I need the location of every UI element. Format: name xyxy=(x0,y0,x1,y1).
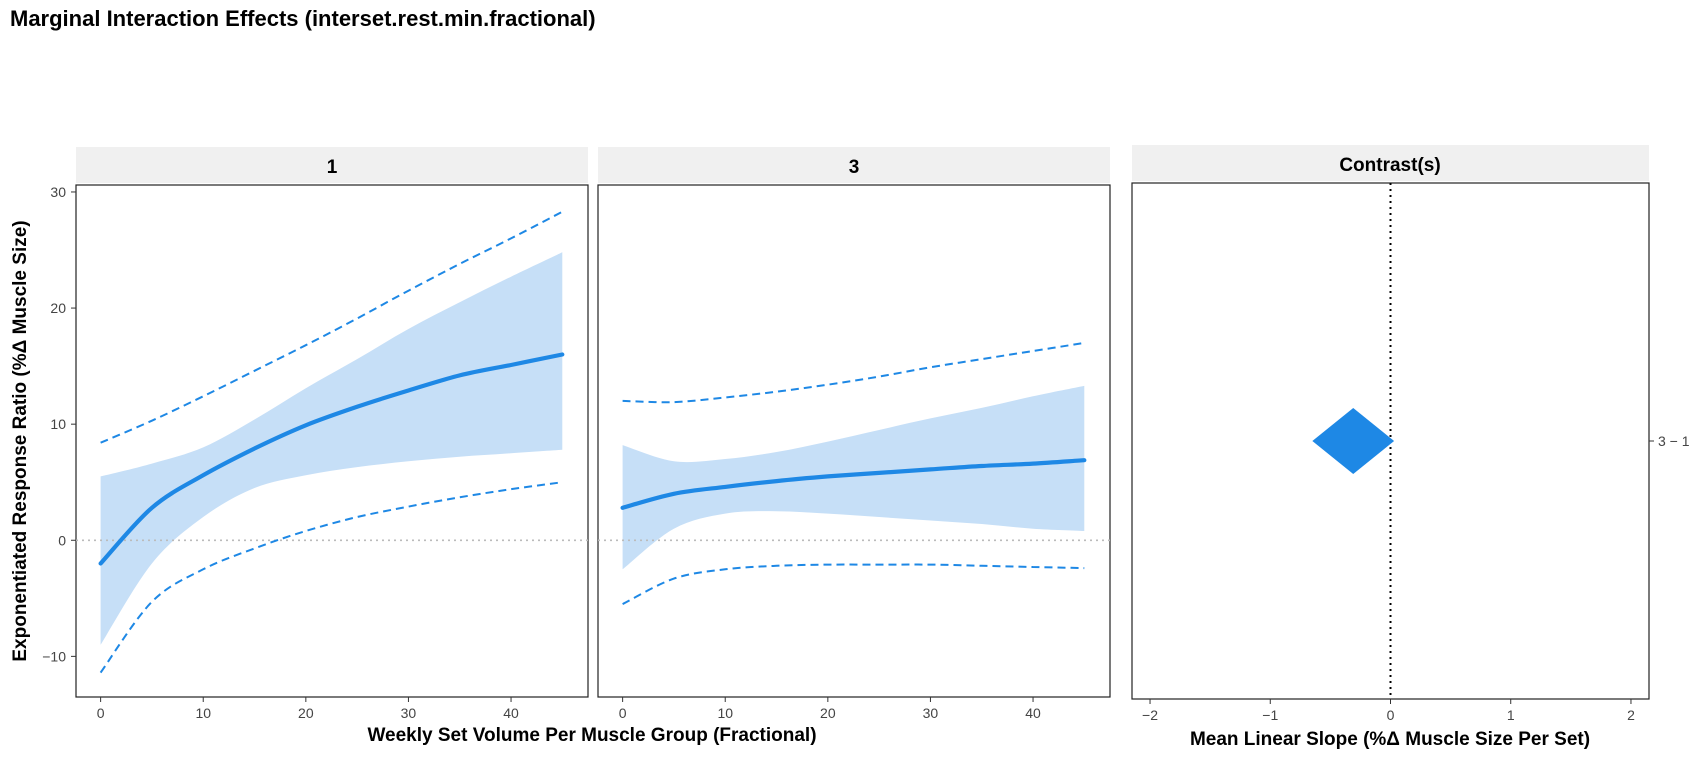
facet-1-prediction-upper xyxy=(100,210,563,444)
y-tick-label: 0 xyxy=(58,532,66,548)
contrast-facet: Contrast(s) xyxy=(1131,145,1650,700)
facet-1-x-tick-label: 20 xyxy=(298,705,314,721)
contrast-strip-label: Contrast(s) xyxy=(1339,155,1440,176)
facet-1-strip xyxy=(76,147,588,183)
contrast-x-tick-label: 0 xyxy=(1387,707,1395,723)
facet-3-x-tick-label: 30 xyxy=(923,705,939,721)
facet-3-x-tick-label: 0 xyxy=(619,705,627,721)
facet-1-x-tick-label: 40 xyxy=(503,705,519,721)
y-tick-label: −10 xyxy=(42,648,66,664)
y-axis-label: Exponentiated Response Ratio (%Δ Muscle … xyxy=(10,220,31,661)
contrast-x-tick-label: −1 xyxy=(1262,707,1278,723)
y-tick-label: 30 xyxy=(50,184,66,200)
facet-3-confidence-band xyxy=(622,385,1085,570)
facet-1-confidence-band xyxy=(100,252,563,645)
facet-3-strip-label: 3 xyxy=(849,157,860,178)
x-axis-label-contrast: Mean Linear Slope (%Δ Muscle Size Per Se… xyxy=(1190,729,1590,750)
facet-3-x-tick-label: 20 xyxy=(820,705,836,721)
facet-1: 1 xyxy=(75,147,589,698)
facet-3-x-tick-label: 10 xyxy=(717,705,733,721)
x-axis-label-left: Weekly Set Volume Per Muscle Group (Frac… xyxy=(367,725,816,746)
facet-1-prediction-lower xyxy=(99,481,563,674)
page-title: Marginal Interaction Effects (interset.r… xyxy=(10,6,596,31)
contrast-estimate-diamond xyxy=(1312,408,1395,474)
contrast-x-tick-label: 2 xyxy=(1627,707,1635,723)
facet-3: 3 xyxy=(597,147,1111,698)
contrast-x-tick-label: −2 xyxy=(1142,707,1158,723)
facet-1-layers xyxy=(76,210,588,674)
contrast-layers xyxy=(1312,183,1395,699)
facet-3-strip xyxy=(598,147,1110,183)
contrast-x-tick-label: 1 xyxy=(1507,707,1515,723)
facet-1-x-tick-label: 0 xyxy=(97,705,105,721)
facet-3-layers xyxy=(598,341,1110,605)
facet-1-x-tick-label: 30 xyxy=(401,705,417,721)
contrast-strip xyxy=(1132,145,1649,181)
facet-1-estimate-line xyxy=(98,352,565,566)
facet-1-strip-label: 1 xyxy=(327,157,338,178)
facet-3-estimate-line xyxy=(620,458,1087,510)
y-tick-label: 10 xyxy=(50,416,66,432)
facet-3-prediction-lower xyxy=(622,563,1085,605)
y-tick-label: 20 xyxy=(50,300,66,316)
contrast-category-label: 3 − 1 xyxy=(1658,433,1690,449)
facet-3-x-tick-label: 40 xyxy=(1025,705,1041,721)
facet-1-x-tick-label: 10 xyxy=(195,705,211,721)
